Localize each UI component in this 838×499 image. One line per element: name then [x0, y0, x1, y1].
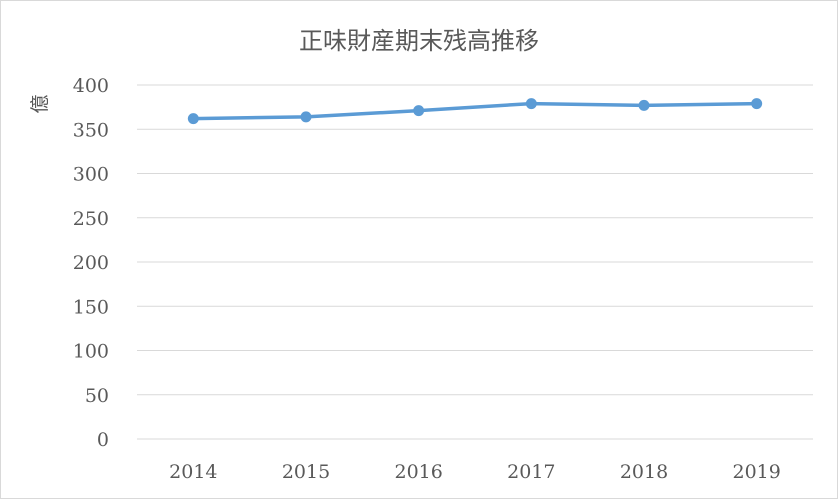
- data-point: [413, 105, 425, 117]
- gridlines: [137, 84, 813, 440]
- data-point: [751, 98, 763, 110]
- y-tick-label: 250: [73, 208, 109, 230]
- y-tick-label: 350: [73, 119, 109, 141]
- y-tick-label: 200: [73, 252, 109, 274]
- x-tick-label: 2014: [169, 461, 217, 483]
- y-tick-label: 150: [73, 296, 109, 318]
- x-axis-ticks: 2014 2015 2016 2017 2018 2019: [169, 461, 781, 483]
- series-layer: [187, 98, 763, 125]
- series-line: [193, 101, 757, 121]
- y-axis-ticks: 0 50 100 150 200 250 300 350 400: [73, 75, 109, 451]
- y-tick-label: 300: [73, 164, 109, 186]
- y-tick-label: 0: [97, 429, 109, 451]
- data-point: [525, 98, 537, 110]
- x-tick-label: 2015: [282, 461, 330, 483]
- y-tick-label: 50: [85, 385, 109, 407]
- y-tick-label: 400: [73, 75, 109, 97]
- data-point: [187, 113, 199, 125]
- y-tick-label: 100: [73, 341, 109, 363]
- y-axis-label: 億: [29, 94, 51, 113]
- x-tick-label: 2019: [732, 461, 780, 483]
- x-tick-label: 2016: [394, 461, 442, 483]
- x-tick-label: 2018: [620, 461, 668, 483]
- chart-title: 正味財産期末残高推移: [299, 27, 539, 55]
- x-tick-label: 2017: [507, 461, 555, 483]
- data-point: [300, 111, 312, 123]
- data-point: [638, 99, 650, 111]
